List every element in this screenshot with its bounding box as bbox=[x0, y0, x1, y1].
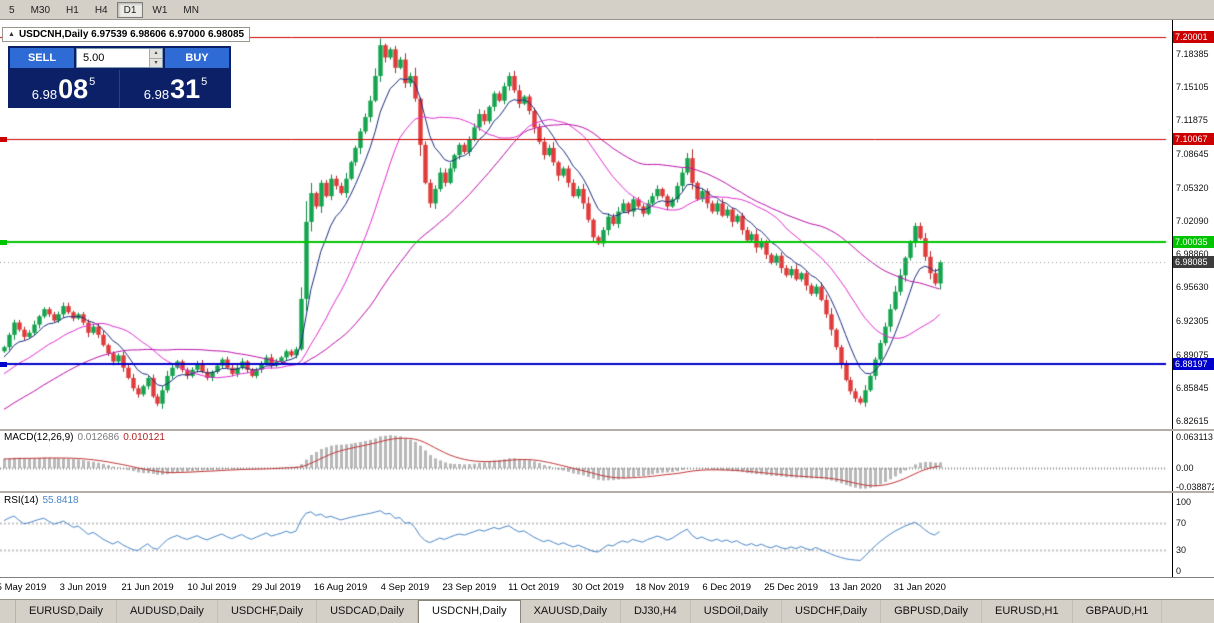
date-label: 29 Jul 2019 bbox=[251, 582, 301, 593]
price-axis-label: 6.95630 bbox=[1176, 282, 1209, 293]
volume-input[interactable] bbox=[77, 49, 149, 67]
price-axis-label: 6.89075 bbox=[1176, 349, 1209, 360]
date-label: 30 Oct 2019 bbox=[572, 582, 624, 593]
sell-price-display[interactable]: 6.98 08 5 bbox=[8, 70, 119, 108]
sell-price-prefix: 6.98 bbox=[31, 86, 58, 102]
hline-price-tag[interactable]: 7.20001 bbox=[1173, 30, 1214, 43]
price-axis-label: 7.18385 bbox=[1176, 48, 1209, 59]
date-label: 13 Jan 2020 bbox=[829, 582, 882, 593]
chart-tab[interactable]: GBPAUD,H1 bbox=[1073, 600, 1163, 623]
rsi-value: 55.8418 bbox=[42, 495, 79, 506]
trade-panel-prices: 6.98 08 5 6.98 31 5 bbox=[8, 70, 231, 108]
chart-tab[interactable]: EURUSD,H1 bbox=[982, 600, 1073, 623]
buy-button[interactable]: BUY bbox=[165, 48, 229, 68]
chart-tab[interactable]: USDCNH,Daily bbox=[418, 600, 521, 623]
chart-shift-icon[interactable]: ▲ bbox=[8, 31, 15, 38]
price-axis-label: 7.08645 bbox=[1176, 148, 1209, 159]
chart-caption: ▲ USDCNH,Daily 6.97539 6.98606 6.97000 6… bbox=[2, 27, 251, 42]
hline-price-tag[interactable]: 7.10067 bbox=[1173, 133, 1214, 145]
buy-price-prefix: 6.98 bbox=[143, 86, 170, 102]
macd-axis-label: 0.063113 bbox=[1176, 432, 1213, 443]
timeframe-button-h4[interactable]: H4 bbox=[88, 2, 115, 18]
hline-price-tag[interactable]: 6.88197 bbox=[1173, 357, 1214, 370]
rsi-axis-label: 0 bbox=[1176, 566, 1182, 576]
chart-tab-bar: EURUSD,Daily AUDUSD,Daily USDCHF,Daily USDC… bbox=[0, 599, 1214, 623]
one-click-trading-panel: SELL ▴ ▾ BUY 6.98 08 5 6.98 31 5 bbox=[8, 46, 231, 108]
volume-down-button[interactable]: ▾ bbox=[150, 57, 162, 67]
chart-tab[interactable]: DJ30,H4 bbox=[621, 600, 691, 623]
price-axis: 7.18385 7.15105 7.11875 7.08645 7.05320 7.020… bbox=[1172, 20, 1214, 577]
chart-tab[interactable]: XAUUSD,Daily bbox=[521, 600, 621, 623]
macd-value-signal: 0.010121 bbox=[123, 432, 165, 443]
current-price-tag: 6.98085 bbox=[1173, 256, 1214, 269]
volume-control: ▴ ▾ bbox=[76, 48, 163, 68]
rsi-axis-label: 100 bbox=[1176, 497, 1192, 507]
date-label: 15 May 2019 bbox=[0, 582, 47, 593]
timeframe-button-d1[interactable]: D1 bbox=[116, 1, 144, 18]
chart-ohlc-text: USDCNH,Daily 6.97539 6.98606 6.97000 6.9… bbox=[18, 29, 245, 40]
candlestick-chart-canvas[interactable] bbox=[0, 20, 1172, 577]
timeframe-button-5[interactable]: 5 bbox=[2, 2, 22, 18]
date-label: 4 Sep 2019 bbox=[380, 582, 430, 593]
buy-price-display[interactable]: 6.98 31 5 bbox=[119, 70, 231, 108]
price-axis-label: 7.05320 bbox=[1176, 182, 1209, 193]
macd-axis-label: 0.00 bbox=[1176, 463, 1194, 473]
price-axis-label: 7.15105 bbox=[1176, 82, 1209, 93]
price-axis-label: 6.92305 bbox=[1176, 316, 1209, 327]
buy-price-big: 31 bbox=[170, 74, 201, 104]
rsi-axis-label: 70 bbox=[1176, 517, 1187, 528]
date-label: 18 Nov 2019 bbox=[635, 582, 690, 593]
hline-price-tag[interactable]: 7.00035 bbox=[1173, 236, 1214, 249]
buy-price-sup: 5 bbox=[201, 76, 208, 88]
price-axis-label: 7.11875 bbox=[1176, 115, 1208, 126]
panel-separator[interactable] bbox=[0, 429, 1214, 431]
rsi-axis-label: 30 bbox=[1176, 545, 1187, 556]
date-label: 21 Jun 2019 bbox=[121, 582, 174, 593]
sell-price-big: 08 bbox=[58, 74, 89, 104]
chart-tab[interactable]: USDCHF,Daily bbox=[218, 600, 318, 623]
tab-scroll-stub[interactable] bbox=[0, 600, 16, 623]
rsi-name: RSI(14) bbox=[4, 495, 39, 506]
sell-price-sup: 5 bbox=[89, 76, 96, 88]
macd-value-main: 0.012686 bbox=[77, 432, 120, 443]
date-label: 10 Jul 2019 bbox=[187, 582, 237, 593]
volume-spinner: ▴ ▾ bbox=[149, 49, 162, 67]
panel-separator[interactable] bbox=[0, 491, 1214, 493]
hline-left-anchor[interactable] bbox=[0, 137, 7, 142]
timeframe-button-h1[interactable]: H1 bbox=[59, 2, 86, 18]
timeframe-toolbar: 5 M30 H1 H4 D1 W1 MN bbox=[0, 0, 1214, 20]
hline-left-anchor[interactable] bbox=[0, 240, 7, 246]
timeframe-button-w1[interactable]: W1 bbox=[145, 2, 174, 18]
timeframe-button-mn[interactable]: MN bbox=[176, 2, 206, 18]
timeframe-button-m30[interactable]: M30 bbox=[24, 2, 57, 18]
sell-button[interactable]: SELL bbox=[10, 48, 74, 68]
chart-tab[interactable]: AUDUSD,Daily bbox=[117, 600, 218, 623]
chart-tab[interactable]: EURUSD,Daily bbox=[16, 600, 117, 623]
rsi-indicator-label: RSI(14) 55.8418 bbox=[4, 495, 83, 506]
chart-tab[interactable]: GBPUSD,Daily bbox=[881, 600, 983, 623]
price-axis-label: 7.02090 bbox=[1176, 215, 1209, 226]
date-label: 6 Dec 2019 bbox=[702, 582, 751, 593]
trade-panel-controls: SELL ▴ ▾ BUY bbox=[8, 46, 231, 70]
price-axis-label: 6.82615 bbox=[1176, 415, 1209, 426]
date-label: 25 Dec 2019 bbox=[764, 582, 818, 593]
date-label: 23 Sep 2019 bbox=[442, 582, 497, 593]
volume-up-button[interactable]: ▴ bbox=[150, 49, 162, 58]
date-label: 3 Jun 2019 bbox=[59, 582, 107, 593]
macd-axis-label: -0.038872 bbox=[1176, 482, 1214, 493]
chart-tab[interactable]: USDCHF,Daily bbox=[782, 600, 882, 623]
macd-indicator-label: MACD(12,26,9) 0.012686 0.010121 bbox=[4, 432, 169, 443]
price-axis-label: 6.85845 bbox=[1176, 382, 1209, 393]
chart-tab[interactable]: USDOil,Daily bbox=[691, 600, 782, 623]
date-label: 11 Oct 2019 bbox=[508, 582, 560, 593]
date-axis[interactable]: 15 May 2019 3 Jun 2019 21 Jun 2019 10 Jul 2… bbox=[0, 577, 1214, 599]
chart-tab[interactable]: USDCAD,Daily bbox=[317, 600, 419, 623]
date-label: 16 Aug 2019 bbox=[313, 582, 368, 593]
hline-left-anchor[interactable] bbox=[0, 361, 7, 367]
price-axis-label: 6.98860 bbox=[1176, 249, 1209, 260]
date-label: 31 Jan 2020 bbox=[893, 582, 946, 593]
macd-name: MACD(12,26,9) bbox=[4, 432, 74, 443]
